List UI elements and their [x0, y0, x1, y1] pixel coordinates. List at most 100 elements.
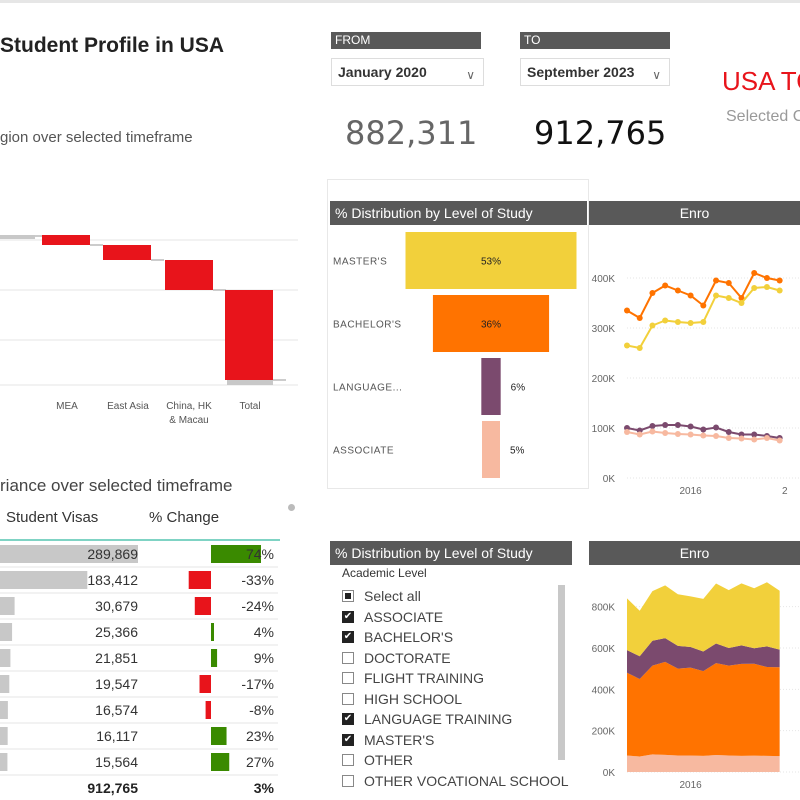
change-value: 9%: [254, 650, 274, 666]
x-tick-label: 2: [782, 486, 788, 497]
funnel-bar-0: [405, 232, 577, 289]
line-point: [776, 287, 783, 294]
variance-section-title: riance over selected timeframe: [0, 476, 233, 495]
change-bar: [211, 753, 230, 771]
visas-value: 16,574: [95, 702, 138, 718]
line-point: [713, 433, 720, 439]
waterfall-bar-2: [103, 245, 151, 260]
from-date-dropdown[interactable]: January 2020 ∨: [331, 58, 484, 86]
line-point: [725, 280, 732, 286]
waterfall-total-bar: [227, 380, 273, 385]
checkbox[interactable]: [342, 590, 354, 602]
col-header-visas[interactable]: Student Visas: [6, 509, 99, 526]
visas-bar: [0, 649, 11, 667]
funnel-category-label: MASTER'S: [333, 257, 387, 268]
checkbox[interactable]: [342, 774, 354, 787]
line-point: [674, 287, 681, 294]
checkbox[interactable]: ✔: [342, 733, 354, 746]
checkbox[interactable]: [342, 651, 354, 664]
line-point: [649, 428, 656, 435]
change-value: -17%: [241, 676, 274, 692]
change-value: 4%: [254, 624, 274, 640]
line-point: [687, 292, 694, 299]
from-label: FROM: [331, 32, 481, 49]
line-point: [662, 282, 669, 289]
change-value: 74%: [246, 546, 274, 562]
to-date-dropdown[interactable]: September 2023 ∨: [520, 58, 670, 86]
visas-value: 21,851: [95, 650, 138, 666]
area-chart: 0K 200K 400K 600K 800K 2016: [592, 582, 800, 791]
checkbox[interactable]: [342, 692, 354, 705]
funnel-category-label: ASSOCIATE: [333, 446, 394, 457]
funnel-category-label: BACHELOR'S: [333, 320, 402, 331]
line-point: [624, 342, 630, 349]
slicer-item-label: MASTER'S: [364, 731, 435, 748]
slicer-item[interactable]: Select all: [342, 586, 421, 606]
area-series-3: [627, 582, 780, 657]
line-point: [674, 319, 681, 325]
slicer-item-label: ASSOCIATE: [364, 608, 444, 625]
line-point: [738, 435, 745, 442]
slicer-item[interactable]: ✔ MASTER'S: [342, 730, 434, 750]
line-chart: 0K 100K 200K 300K 400K 2016 2: [592, 270, 800, 497]
funnel-bar-2: [481, 358, 501, 415]
line-point: [700, 426, 707, 433]
visas-value: 183,412: [87, 572, 138, 588]
y-tick-label: 200K: [592, 727, 616, 738]
checkbox[interactable]: ✔: [342, 713, 354, 725]
slicer-item[interactable]: DOCTORATE: [342, 648, 451, 668]
slicer-item-label: BACHELOR'S: [364, 629, 454, 645]
visas-bar: [0, 571, 88, 589]
y-tick-label: 200K: [592, 374, 616, 385]
line-point: [776, 277, 783, 284]
slicer-item[interactable]: HIGH SCHOOL: [342, 689, 462, 709]
visas-bar: [0, 545, 138, 563]
funnel-panel-border: [327, 179, 589, 489]
visas-value: 16,117: [96, 728, 138, 744]
checkbox[interactable]: ✔: [342, 610, 354, 623]
line-point: [751, 436, 758, 443]
slicer-item-label: OTHER: [364, 752, 413, 768]
checkbox[interactable]: ✔: [342, 631, 354, 643]
slicer-item[interactable]: ✔ BACHELOR'S: [342, 627, 453, 647]
chevron-down-icon: ∨: [652, 68, 661, 82]
table-header-rule: [0, 539, 280, 541]
funnel-value-label: 36%: [481, 320, 501, 331]
line-point: [662, 317, 669, 324]
area-series-0: [627, 754, 780, 772]
slicer-item-label: FLIGHT TRAINING: [364, 670, 485, 686]
change-value: 27%: [246, 754, 274, 770]
checkbox[interactable]: [342, 672, 354, 684]
slicer-item-label: DOCTORATE: [364, 649, 451, 666]
waterfall-start-bar: [0, 235, 35, 239]
y-tick-label: 0K: [603, 768, 616, 779]
line-point: [738, 300, 745, 306]
from-total: 882,311: [345, 114, 478, 152]
total-visas: 912,765: [87, 780, 138, 796]
slicer-item[interactable]: OTHER VOCATIONAL SCHOOL: [342, 771, 569, 791]
slicer-item[interactable]: ✔ ASSOCIATE: [342, 607, 443, 627]
slicer-item[interactable]: OTHER: [342, 750, 413, 770]
change-bar: [211, 545, 261, 563]
checkbox[interactable]: [342, 754, 354, 766]
visas-value: 30,679: [95, 598, 138, 614]
y-tick-label: 300K: [592, 324, 616, 335]
y-tick-label: 800K: [592, 603, 616, 614]
line-point: [649, 423, 656, 429]
funnel-bar-1: [432, 295, 550, 352]
line-point: [649, 290, 656, 296]
line-point: [674, 422, 681, 428]
slicer-scrollbar[interactable]: [558, 585, 565, 760]
slicer-item[interactable]: ✔ LANGUAGE TRAINING: [342, 709, 512, 729]
slicer-field-label: Academic Level: [342, 566, 427, 580]
col-header-change[interactable]: % Change: [149, 509, 220, 526]
line-point: [662, 430, 669, 436]
y-tick-label: 100K: [592, 424, 616, 435]
scroll-indicator[interactable]: [288, 504, 295, 511]
visas-bar: [0, 623, 13, 641]
line-point: [751, 431, 758, 438]
line-point: [751, 285, 758, 291]
slicer-item[interactable]: FLIGHT TRAINING: [342, 668, 484, 688]
line-chart-title: Enro: [589, 201, 800, 225]
waterfall-bar-4: [225, 290, 273, 380]
